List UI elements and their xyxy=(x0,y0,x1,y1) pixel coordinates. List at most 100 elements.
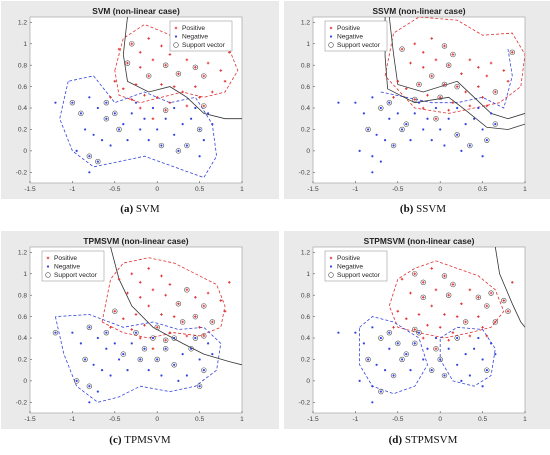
positive-point xyxy=(121,317,125,321)
negative-point xyxy=(422,358,425,361)
positive-point xyxy=(194,296,197,299)
negative-point xyxy=(409,369,412,372)
support-vector-marker xyxy=(454,132,460,138)
legend-box xyxy=(324,250,388,282)
positive-point xyxy=(177,302,180,306)
negative-point xyxy=(117,128,121,131)
positive-point xyxy=(404,317,408,321)
legend-support-vector-marker xyxy=(328,272,334,278)
negative-point xyxy=(371,96,374,99)
y-tick-label: 0.8 xyxy=(301,62,310,69)
y-tick-label: 1.2 xyxy=(18,20,27,27)
legend-negative-marker xyxy=(46,265,50,268)
positive-point xyxy=(434,58,438,62)
support-vector-marker xyxy=(412,326,418,333)
chart-title: TPMSVM (non-linear case) xyxy=(83,236,188,246)
support-vector-marker xyxy=(116,126,122,133)
negative-point xyxy=(113,342,116,345)
positive-point xyxy=(113,79,117,83)
negative-point xyxy=(379,390,382,393)
support-vector-marker xyxy=(201,303,207,309)
support-vector-marker xyxy=(445,292,452,298)
caption-name: TPMSVM xyxy=(124,434,171,446)
negative-point xyxy=(396,342,399,345)
negative-point xyxy=(383,139,387,142)
support-vector-marker xyxy=(112,308,118,314)
negative-point xyxy=(75,379,78,382)
negative-point xyxy=(156,358,159,361)
support-vector-marker xyxy=(201,367,207,373)
negative-point xyxy=(362,112,365,115)
positive-point xyxy=(485,104,489,108)
positive-point xyxy=(426,93,429,97)
plot-content xyxy=(52,247,242,404)
negative-point xyxy=(88,96,91,99)
negative-point xyxy=(460,379,463,382)
negative-point xyxy=(447,347,450,350)
negative-point xyxy=(122,122,125,126)
support-vector-marker xyxy=(395,340,401,347)
legend-positive-marker xyxy=(329,256,333,260)
negative-point xyxy=(88,401,91,404)
positive-point xyxy=(477,296,480,299)
support-vector-marker xyxy=(201,333,207,339)
legend-label: Positive xyxy=(182,25,205,32)
positive-point xyxy=(426,323,429,327)
support-vector-marker xyxy=(171,362,177,368)
positive-point xyxy=(464,90,467,94)
x-tick-label: 0.5 xyxy=(478,186,487,193)
positive-point xyxy=(185,288,189,292)
x-tick-label: 0 xyxy=(155,416,159,423)
positive-point xyxy=(481,326,484,329)
negative-point xyxy=(198,128,201,131)
positive-point xyxy=(109,326,112,329)
negative-point xyxy=(494,352,497,356)
legend-label: Support vector xyxy=(337,272,381,279)
negative-point xyxy=(109,144,112,147)
x-tick-label: 0 xyxy=(438,186,442,193)
support-vector-marker xyxy=(420,294,426,301)
positive-point xyxy=(464,320,467,324)
negative-point xyxy=(485,369,488,372)
negative-point xyxy=(392,144,395,147)
support-vector-marker xyxy=(416,329,422,336)
positive-point xyxy=(172,315,176,318)
positive-point xyxy=(134,83,138,86)
positive-point xyxy=(130,272,134,276)
support-vector-marker xyxy=(69,99,76,106)
negative-point xyxy=(439,358,442,361)
negative-point xyxy=(405,352,408,356)
positive-point xyxy=(396,79,400,83)
support-vector-marker xyxy=(501,297,507,304)
positive-point xyxy=(147,304,151,308)
positive-point xyxy=(223,309,227,313)
positive-point xyxy=(392,326,395,329)
chart-panel: SVM (non-linear case) -1.5 -1 -0.5 0 0.5 1 -0.2… xyxy=(1,1,279,215)
legend-positive-marker xyxy=(174,26,178,30)
negative-point xyxy=(388,331,391,334)
positive-point xyxy=(206,291,210,295)
positive-point xyxy=(494,320,497,324)
legend-box xyxy=(41,250,105,282)
negative-point xyxy=(371,155,374,158)
positive-point xyxy=(147,74,151,78)
x-tick-label: 1 xyxy=(240,416,244,423)
negative-point xyxy=(96,390,99,393)
negative-point xyxy=(358,379,361,382)
support-vector-marker xyxy=(467,142,473,149)
support-vector-marker xyxy=(78,110,84,117)
negative-point xyxy=(54,331,57,334)
legend-label: Positive xyxy=(337,255,360,262)
negative-point xyxy=(375,133,378,136)
positive-point xyxy=(434,117,438,121)
positive-point xyxy=(468,334,472,338)
negative-point xyxy=(456,336,459,340)
legend-support-vector-marker xyxy=(328,42,334,48)
positive-point xyxy=(413,98,417,101)
positive-point xyxy=(443,83,446,86)
y-tick-label: -0.2 xyxy=(16,169,28,176)
negative-point xyxy=(126,139,129,142)
positive-point xyxy=(485,334,489,338)
